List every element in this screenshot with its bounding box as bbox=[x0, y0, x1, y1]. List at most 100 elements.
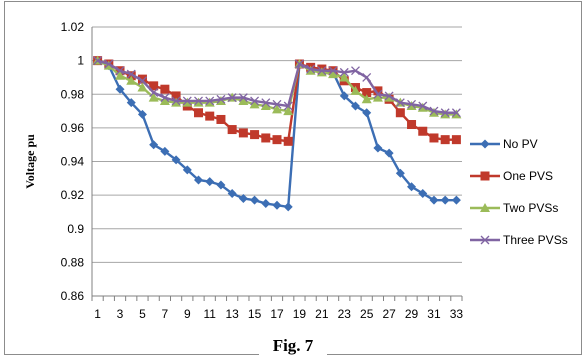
data-point-two-pvss bbox=[283, 106, 294, 116]
x-marker-stroke bbox=[115, 66, 125, 76]
data-point-one-pvs bbox=[216, 114, 226, 124]
data-point-no-pv bbox=[227, 188, 237, 198]
data-point-no-pv bbox=[362, 108, 372, 118]
data-point-no-pv bbox=[429, 195, 439, 205]
y-tick-label: 0.88 bbox=[61, 255, 85, 269]
x-marker-stroke bbox=[451, 108, 461, 118]
x-tick-label: 19 bbox=[293, 307, 307, 321]
data-point-two-pvss bbox=[115, 70, 126, 80]
data-point-no-pv bbox=[205, 177, 215, 187]
data-point-three-pvss bbox=[429, 106, 439, 116]
y-tick-label: 0.92 bbox=[61, 188, 85, 202]
figure-caption-text: Fig. 7 bbox=[258, 336, 328, 355]
x-tick-label: 3 bbox=[117, 307, 124, 321]
data-point-three-pvss bbox=[261, 98, 271, 108]
data-point-no-pv bbox=[149, 140, 159, 150]
data-point-one-pvs bbox=[429, 133, 439, 143]
x-tick-label: 15 bbox=[248, 307, 262, 321]
data-point-no-pv bbox=[250, 195, 260, 205]
x-tick-label: 9 bbox=[184, 307, 191, 321]
data-point-one-pvs bbox=[126, 71, 136, 81]
x-marker-stroke bbox=[93, 56, 103, 66]
data-point-no-pv bbox=[216, 180, 226, 190]
legend-label: Two PVSs bbox=[503, 201, 558, 215]
data-point-three-pvss bbox=[126, 69, 136, 79]
x-marker-stroke bbox=[418, 101, 428, 111]
data-point-one-pvs bbox=[160, 84, 170, 94]
y-tick-label: 0.96 bbox=[61, 121, 85, 135]
x-marker-stroke bbox=[283, 101, 293, 111]
y-tick-label: 0.94 bbox=[61, 155, 85, 169]
data-point-one-pvs bbox=[373, 86, 383, 96]
data-point-three-pvss bbox=[373, 89, 383, 99]
legend: No PV One PVS Two PVSs Three PVSs bbox=[470, 137, 568, 247]
data-point-three-pvss bbox=[149, 88, 159, 98]
data-point-two-pvss bbox=[126, 75, 137, 85]
data-point-no-pv bbox=[407, 182, 417, 192]
data-point-three-pvss bbox=[205, 96, 215, 106]
x-tick-label: 29 bbox=[405, 307, 419, 321]
data-point-one-pvs bbox=[205, 111, 215, 121]
data-point-three-pvss bbox=[137, 76, 147, 86]
data-point-no-pv bbox=[440, 195, 450, 205]
data-point-one-pvs bbox=[171, 91, 181, 101]
y-tick-label: 0.86 bbox=[61, 289, 85, 303]
data-point-three-pvss bbox=[362, 72, 372, 82]
figure-caption: Fig. 7 bbox=[0, 336, 586, 356]
data-point-three-pvss bbox=[216, 94, 226, 104]
legend-swatch-marker bbox=[480, 171, 490, 181]
data-point-three-pvss bbox=[328, 66, 338, 76]
data-point-one-pvs bbox=[261, 133, 271, 143]
data-point-three-pvss bbox=[418, 101, 428, 111]
x-tick-label: 27 bbox=[382, 307, 396, 321]
x-marker-stroke bbox=[395, 98, 405, 108]
gridlines bbox=[92, 26, 462, 263]
legend-swatch-marker bbox=[480, 235, 490, 245]
x-marker-stroke bbox=[171, 96, 181, 106]
data-point-three-pvss bbox=[250, 96, 260, 106]
data-point-one-pvs bbox=[149, 81, 159, 91]
data-point-three-pvss bbox=[272, 99, 282, 109]
y-axis-label: Voltage pu bbox=[23, 134, 37, 189]
data-point-two-pvss bbox=[350, 85, 361, 95]
data-point-two-pvss bbox=[372, 92, 383, 102]
data-point-no-pv bbox=[182, 165, 192, 175]
x-tick-label: 17 bbox=[270, 307, 284, 321]
data-point-three-pvss bbox=[407, 99, 417, 109]
data-point-three-pvss bbox=[451, 108, 461, 118]
data-point-three-pvss bbox=[395, 98, 405, 108]
data-point-one-pvs bbox=[418, 126, 428, 136]
legend-label: Three PVSs bbox=[503, 233, 568, 247]
data-point-one-pvs bbox=[407, 120, 417, 130]
x-marker-stroke bbox=[339, 67, 349, 77]
x-marker-stroke bbox=[294, 59, 304, 69]
legend-swatch-marker bbox=[480, 139, 490, 149]
data-point-no-pv bbox=[126, 98, 136, 108]
data-point-no-pv bbox=[350, 101, 360, 111]
x-marker-stroke bbox=[328, 66, 338, 76]
x-tick-label: 1 bbox=[94, 307, 101, 321]
x-tick-label: 33 bbox=[450, 307, 464, 321]
data-point-one-pvs bbox=[250, 130, 260, 140]
legend-item-one-pvs: One PVS bbox=[470, 169, 553, 183]
data-point-three-pvss bbox=[283, 101, 293, 111]
x-tick-label: 13 bbox=[225, 307, 239, 321]
legend-label: No PV bbox=[503, 137, 538, 151]
data-point-three-pvss bbox=[182, 96, 192, 106]
data-point-no-pv bbox=[384, 148, 394, 158]
data-point-three-pvss bbox=[227, 93, 237, 103]
data-point-no-pv bbox=[395, 168, 405, 178]
data-point-two-pvss bbox=[238, 95, 249, 105]
x-marker-stroke bbox=[306, 64, 316, 74]
data-point-no-pv bbox=[283, 202, 293, 212]
data-point-three-pvss bbox=[384, 91, 394, 101]
x-marker-stroke bbox=[440, 108, 450, 118]
data-point-three-pvss bbox=[194, 96, 203, 106]
x-marker-stroke bbox=[480, 235, 490, 245]
data-point-two-pvss bbox=[339, 72, 350, 82]
data-point-one-pvs bbox=[395, 108, 405, 118]
x-tick-label: 25 bbox=[360, 307, 374, 321]
x-marker-stroke bbox=[104, 59, 114, 69]
x-tick-label: 7 bbox=[162, 307, 169, 321]
